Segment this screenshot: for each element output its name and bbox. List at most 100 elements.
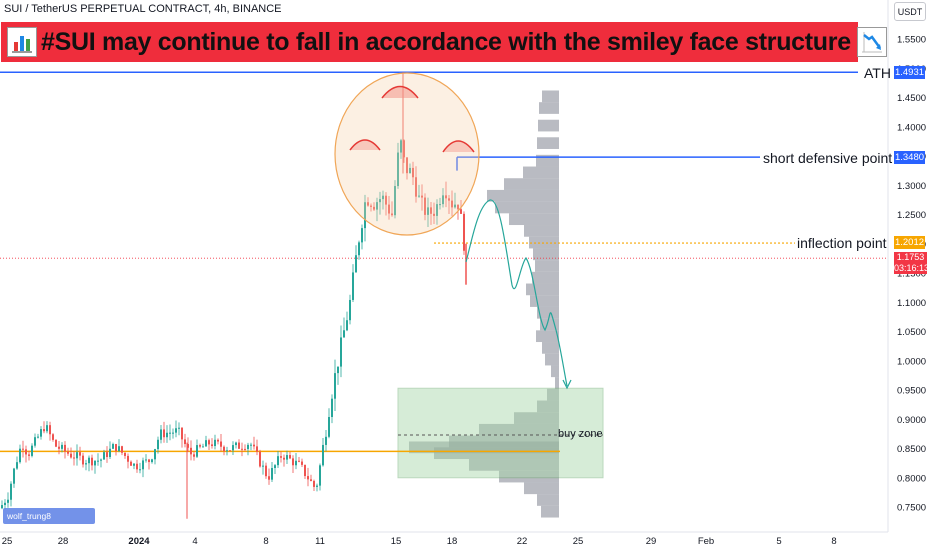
x-tick-label: 28: [58, 536, 69, 547]
candle-body: [364, 202, 366, 229]
candle-body: [157, 439, 159, 450]
candle-body: [403, 140, 405, 158]
volume-profile-bar: [487, 189, 559, 202]
candle-body: [313, 480, 315, 487]
volume-profile-bar: [537, 306, 559, 319]
candle-body: [340, 337, 342, 367]
candle-body: [259, 451, 261, 467]
candle-body: [16, 462, 18, 469]
x-tick-label: Feb: [698, 536, 714, 547]
volume-profile-bar: [540, 318, 559, 331]
volume-profile-bar: [538, 119, 559, 132]
x-tick-label: 8: [831, 536, 836, 547]
candle-body: [58, 446, 60, 449]
candle-body: [295, 460, 297, 466]
candle-body: [142, 460, 144, 470]
idea-title-banner: #SUI may continue to fall in accordance …: [1, 22, 887, 62]
candle-body: [316, 485, 318, 487]
candle-body: [454, 204, 456, 208]
candle-body: [307, 476, 309, 480]
candle-body: [253, 444, 255, 447]
volume-profile-bar: [541, 505, 559, 518]
short-defensive-label: short defensive point: [763, 150, 893, 166]
inflection-label: inflection point: [797, 235, 887, 251]
volume-profile-bar: [542, 342, 559, 354]
x-tick-label: 11: [315, 536, 325, 547]
candle-body: [163, 429, 165, 438]
buy-zone-label: buy zone: [558, 428, 603, 440]
author-name: wolf_trung8: [7, 511, 51, 521]
candle-body: [244, 448, 246, 450]
candle-body: [385, 195, 387, 205]
x-tick-label: 25: [573, 536, 584, 547]
projected-path: [465, 199, 568, 387]
candle-body: [223, 446, 225, 452]
candle-body: [190, 447, 192, 455]
candle-body: [166, 432, 168, 438]
candle-body: [277, 456, 279, 466]
y-tick-label: 0.9000: [897, 415, 926, 426]
candle-body: [115, 444, 117, 452]
candle-body: [430, 207, 432, 214]
y-tick-label: 1.0500: [897, 327, 926, 338]
ath-label: ATH: [864, 65, 891, 81]
candle-body: [250, 444, 252, 446]
currency-selector[interactable]: USDT: [894, 2, 926, 21]
candle-body: [373, 206, 375, 210]
volume-profile-bar: [532, 271, 559, 284]
smiley-circle: [334, 72, 480, 236]
symbol-title: SUI / TetherUS PERPETUAL CONTRACT, 4h, B…: [4, 3, 282, 15]
y-tick-label: 1.5500: [897, 35, 926, 46]
y-tick-label: 1.4500: [897, 93, 926, 104]
candle-body: [292, 458, 294, 466]
candle-body: [274, 465, 276, 469]
x-tick-label: 8: [263, 536, 268, 547]
smiley-left-shoulder: [349, 139, 381, 151]
candle-body: [238, 442, 240, 449]
banner-title: #SUI may continue to fall in accordance …: [41, 27, 851, 56]
volume-profile-bar: [547, 388, 559, 401]
candle-body: [382, 195, 384, 200]
candle-body: [169, 432, 171, 434]
candle-body: [178, 427, 180, 429]
candle-body: [280, 456, 282, 458]
candle-body: [271, 468, 273, 480]
volume-profile-bar: [524, 482, 559, 495]
candle-body: [394, 186, 396, 216]
candle-body: [22, 448, 24, 450]
volume-profile-bar: [469, 459, 559, 471]
candle-body: [286, 455, 288, 460]
candle-body: [232, 445, 234, 451]
y-tick-label: 1.1500: [897, 269, 926, 280]
candle-body: [343, 330, 345, 338]
candle-body: [76, 452, 78, 459]
candle-body: [88, 457, 90, 464]
candle-body: [25, 449, 27, 455]
candle-body: [346, 320, 348, 331]
candle-body: [85, 463, 87, 465]
candle-body: [97, 460, 99, 462]
candle-body: [40, 429, 42, 437]
y-tick-label: 0.9500: [897, 386, 926, 397]
candle-body: [235, 442, 237, 446]
candle-body: [358, 242, 360, 256]
y-tick-label: 0.7500: [897, 503, 926, 514]
current-price-tag: 1.1753 03:16:13: [894, 252, 929, 274]
candle-body: [124, 452, 126, 456]
candle-body: [127, 455, 129, 462]
candle-body: [103, 452, 105, 460]
candle-body: [91, 457, 93, 466]
volume-profile-bar: [504, 178, 559, 190]
volume-profile-bar: [434, 447, 559, 460]
candle-body: [133, 463, 135, 466]
candle-body: [214, 439, 216, 447]
candle-body: [148, 459, 150, 463]
candle-body: [205, 440, 207, 447]
chart-decreasing-icon: [856, 27, 887, 57]
volume-profile-bar: [555, 377, 559, 389]
candle-body: [229, 450, 231, 452]
candle-body: [82, 455, 84, 465]
candle-body: [109, 448, 111, 458]
